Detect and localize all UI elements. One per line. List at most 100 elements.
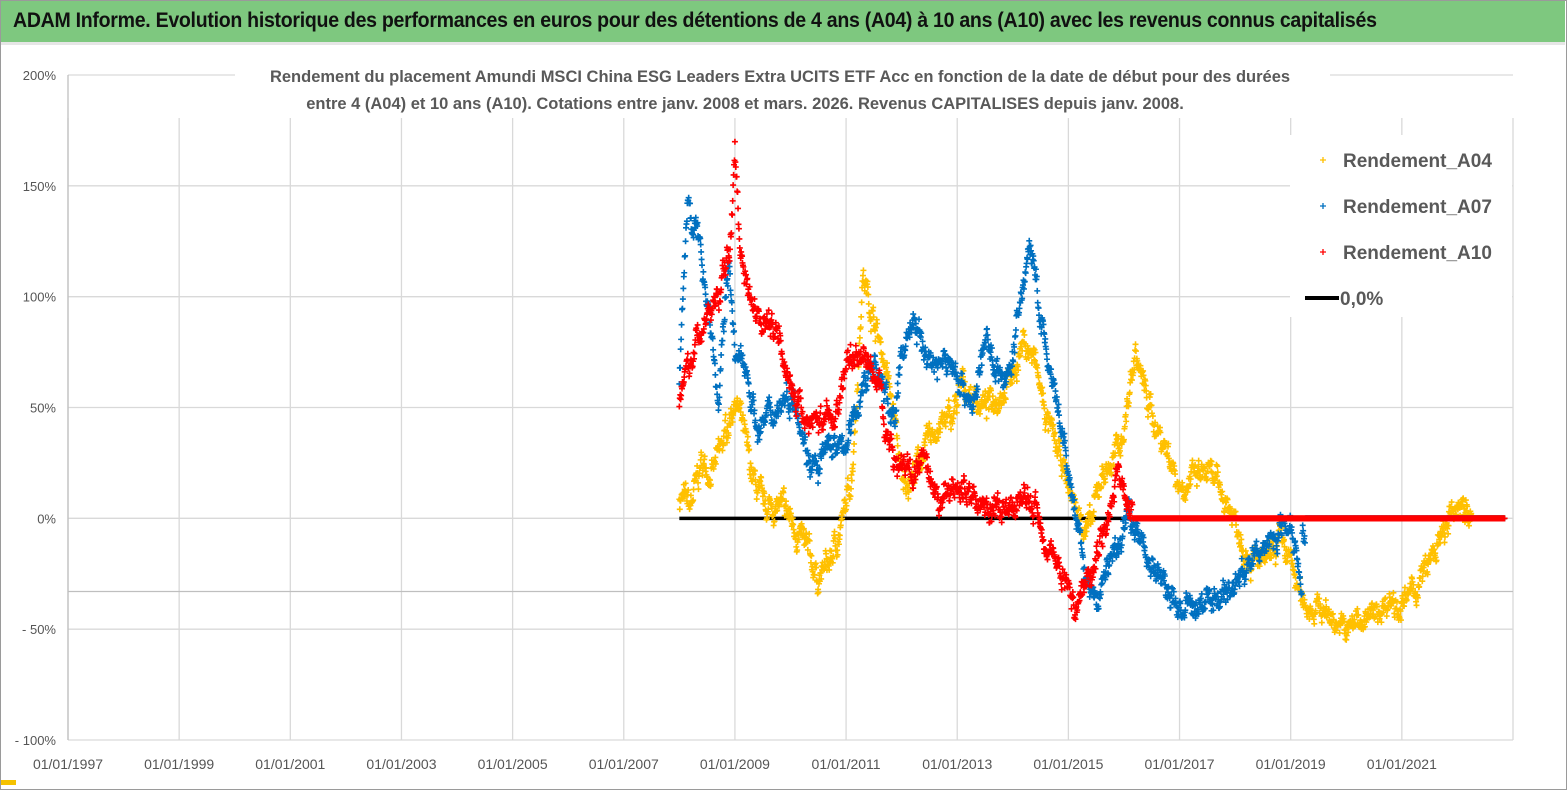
data-point	[952, 396, 959, 403]
data-point	[1062, 459, 1069, 466]
data-point	[1299, 522, 1306, 529]
data-point	[872, 338, 879, 345]
data-point	[677, 346, 684, 353]
data-point	[1020, 327, 1027, 334]
x-tick-label: 01/01/2019	[1256, 756, 1326, 772]
data-point	[877, 338, 884, 345]
data-point	[1413, 602, 1420, 609]
data-point	[1077, 511, 1084, 518]
data-point	[850, 461, 857, 468]
data-point	[1030, 520, 1037, 527]
data-point	[844, 475, 851, 482]
data-point	[858, 313, 865, 320]
data-point	[779, 495, 786, 502]
data-point	[927, 439, 934, 446]
data-point	[1058, 580, 1065, 587]
data-point	[1149, 556, 1156, 563]
data-point	[1045, 427, 1052, 434]
data-point	[847, 485, 854, 492]
data-point	[960, 373, 967, 380]
data-point	[937, 425, 944, 432]
data-point	[751, 407, 758, 414]
data-point	[859, 272, 866, 279]
data-point	[1149, 413, 1156, 420]
data-point	[759, 493, 766, 500]
data-point	[783, 498, 790, 505]
data-point	[1012, 327, 1019, 334]
data-point	[1035, 305, 1042, 312]
data-point	[1032, 488, 1039, 495]
data-point	[1167, 604, 1174, 611]
data-point	[905, 495, 912, 502]
data-point	[806, 537, 813, 544]
data-point	[806, 530, 813, 537]
data-point	[744, 442, 751, 449]
y-tick-label: 200%	[23, 68, 57, 83]
data-point	[1044, 356, 1051, 363]
y-tick-label: - 50%	[22, 622, 56, 637]
data-point	[1039, 384, 1046, 391]
data-point	[851, 440, 858, 447]
data-point	[683, 218, 690, 225]
data-point	[1322, 597, 1329, 604]
x-tick-label: 01/01/2015	[1033, 756, 1103, 772]
data-point	[894, 435, 901, 442]
data-point	[1099, 463, 1106, 470]
data-point	[735, 225, 742, 232]
data-point	[1042, 335, 1049, 342]
data-point	[731, 328, 738, 335]
data-point	[805, 430, 812, 437]
title-bar: ADAM Informe. Evolution historique des p…	[1, 1, 1565, 45]
data-point	[831, 528, 838, 535]
data-point	[720, 442, 727, 449]
data-point	[865, 300, 872, 307]
data-point	[954, 401, 961, 408]
data-point	[698, 452, 705, 459]
data-point	[789, 515, 796, 522]
data-point	[1044, 556, 1051, 563]
data-point	[946, 404, 953, 411]
data-point	[1120, 436, 1127, 443]
data-point	[1058, 473, 1065, 480]
data-point	[843, 502, 850, 509]
data-point	[1117, 452, 1124, 459]
data-point	[1294, 556, 1301, 563]
data-point	[884, 368, 891, 375]
data-point	[847, 493, 854, 500]
data-point	[687, 492, 694, 499]
data-point	[945, 397, 952, 404]
data-point	[858, 299, 865, 306]
data-point	[1015, 367, 1022, 374]
data-point	[1040, 390, 1047, 397]
data-point	[1086, 501, 1093, 508]
data-point	[1132, 347, 1139, 354]
data-point	[1130, 369, 1137, 376]
data-point	[1032, 349, 1039, 356]
data-point	[826, 566, 833, 573]
x-tick-label: 01/01/2005	[478, 756, 548, 772]
data-point	[1140, 372, 1147, 379]
data-point	[729, 419, 736, 426]
data-point	[935, 434, 942, 441]
data-point	[719, 447, 726, 454]
data-point	[894, 380, 901, 387]
data-point	[1152, 419, 1159, 426]
data-point	[967, 383, 974, 390]
data-point	[839, 515, 846, 522]
data-point	[849, 468, 856, 475]
data-point	[758, 474, 765, 481]
x-axis-ticks: 01/01/1997 01/01/1999 01/01/2001 01/01/2003…	[33, 756, 1437, 772]
data-point	[710, 346, 717, 353]
data-point	[870, 304, 877, 311]
data-point	[800, 525, 807, 532]
data-point	[676, 506, 683, 513]
data-point	[1000, 399, 1007, 406]
y-tick-label: 150%	[23, 179, 57, 194]
data-point	[712, 460, 719, 467]
data-point	[994, 490, 1001, 497]
data-point	[1102, 479, 1109, 486]
data-point	[831, 535, 838, 542]
data-point	[1147, 391, 1154, 398]
data-point	[934, 376, 941, 383]
data-point	[786, 415, 793, 422]
